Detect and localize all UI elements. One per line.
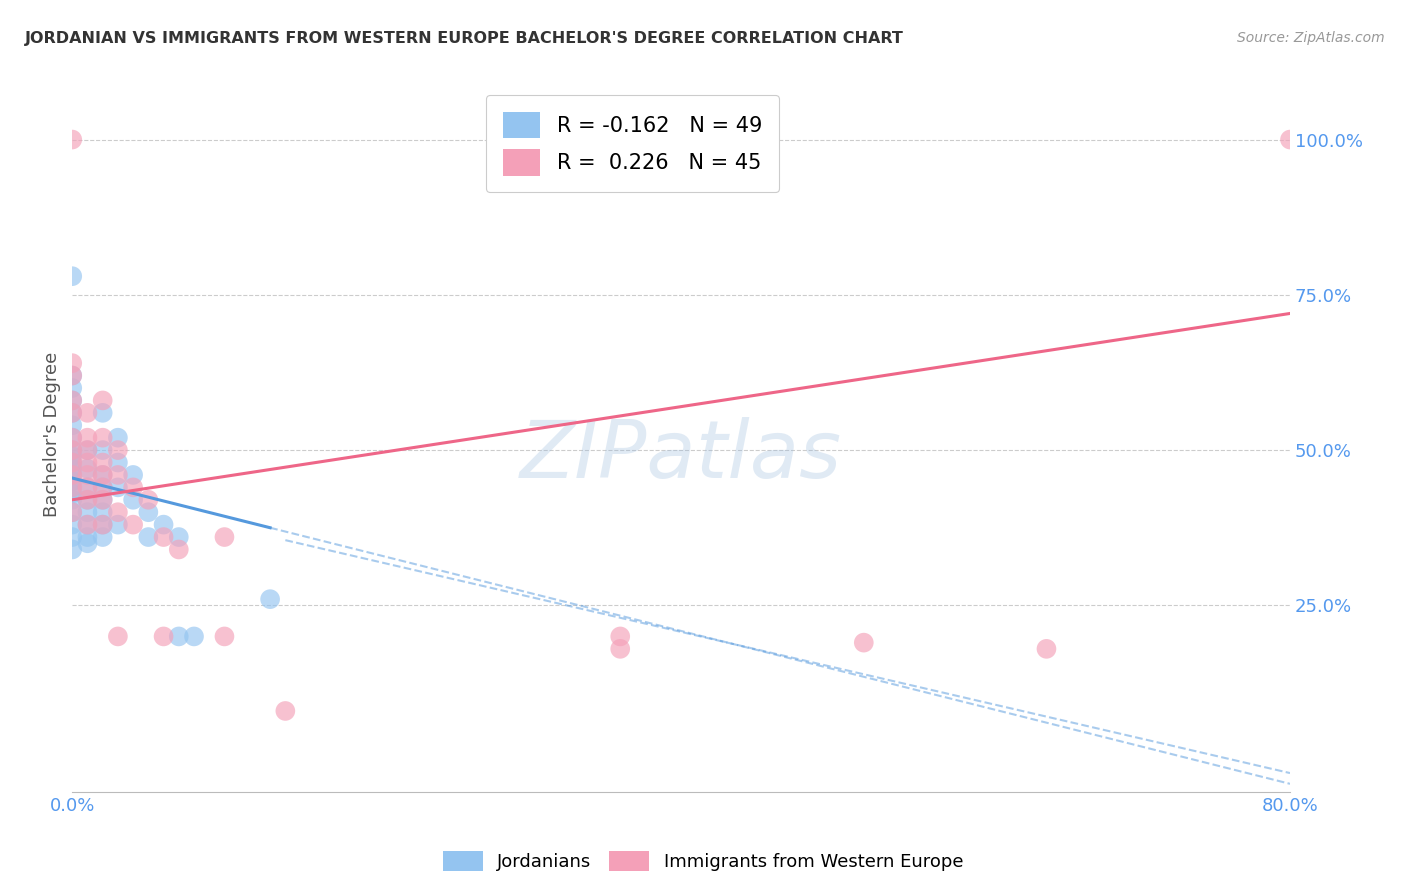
Point: [60, 467, 83, 482]
Point: [1035, 641, 1057, 656]
Point: [60, 418, 83, 433]
Point: [122, 480, 145, 494]
Point: [60, 368, 83, 383]
Point: [60, 480, 83, 494]
Point: [76, 492, 98, 507]
Point: [91, 406, 114, 420]
Point: [60, 431, 83, 445]
Point: [1279, 132, 1302, 146]
Point: [76, 467, 98, 482]
Point: [76, 406, 98, 420]
Point: [107, 467, 129, 482]
Point: [60, 461, 83, 475]
Legend: Jordanians, Immigrants from Western Europe: Jordanians, Immigrants from Western Euro…: [436, 844, 970, 879]
Point: [60, 456, 83, 470]
Point: [60, 542, 83, 557]
Point: [60, 132, 83, 146]
Point: [152, 530, 174, 544]
Point: [91, 431, 114, 445]
Point: [76, 505, 98, 519]
Point: [60, 517, 83, 532]
Point: [107, 431, 129, 445]
Point: [214, 629, 236, 643]
Point: [76, 480, 98, 494]
Point: [91, 467, 114, 482]
Point: [107, 480, 129, 494]
Point: [167, 530, 190, 544]
Point: [60, 505, 83, 519]
Point: [107, 456, 129, 470]
Point: [60, 486, 83, 500]
Text: ZIPatlas: ZIPatlas: [520, 417, 842, 495]
Point: [122, 517, 145, 532]
Point: [107, 443, 129, 458]
Point: [167, 629, 190, 643]
Point: [91, 517, 114, 532]
Point: [91, 480, 114, 494]
Point: [76, 443, 98, 458]
Point: [259, 592, 281, 607]
Text: JORDANIAN VS IMMIGRANTS FROM WESTERN EUROPE BACHELOR'S DEGREE CORRELATION CHART: JORDANIAN VS IMMIGRANTS FROM WESTERN EUR…: [25, 31, 904, 46]
Point: [60, 393, 83, 408]
Point: [852, 635, 875, 649]
Point: [91, 480, 114, 494]
Point: [60, 406, 83, 420]
Point: [152, 517, 174, 532]
Point: [76, 530, 98, 544]
Point: [76, 443, 98, 458]
Point: [167, 542, 190, 557]
Point: [60, 269, 83, 284]
Point: [138, 530, 160, 544]
Point: [76, 461, 98, 475]
Point: [91, 492, 114, 507]
Point: [60, 480, 83, 494]
Point: [609, 641, 631, 656]
Point: [60, 450, 83, 464]
Point: [122, 467, 145, 482]
Point: [76, 480, 98, 494]
Point: [60, 443, 83, 458]
Point: [91, 456, 114, 470]
Legend: R = -0.162   N = 49, R =  0.226   N = 45: R = -0.162 N = 49, R = 0.226 N = 45: [486, 95, 779, 193]
Point: [138, 505, 160, 519]
Point: [60, 381, 83, 395]
Point: [138, 492, 160, 507]
Point: [609, 629, 631, 643]
Point: [107, 505, 129, 519]
Point: [76, 492, 98, 507]
Point: [91, 530, 114, 544]
Point: [76, 536, 98, 550]
Point: [274, 704, 297, 718]
Point: [60, 474, 83, 488]
Point: [60, 431, 83, 445]
Point: [91, 443, 114, 458]
Y-axis label: Bachelor's Degree: Bachelor's Degree: [44, 352, 60, 517]
Point: [60, 492, 83, 507]
Point: [60, 406, 83, 420]
Point: [76, 431, 98, 445]
Point: [91, 492, 114, 507]
Point: [76, 456, 98, 470]
Point: [60, 393, 83, 408]
Point: [214, 530, 236, 544]
Point: [183, 629, 205, 643]
Point: [60, 530, 83, 544]
Point: [152, 629, 174, 643]
Point: [76, 517, 98, 532]
Text: Source: ZipAtlas.com: Source: ZipAtlas.com: [1237, 31, 1385, 45]
Point: [107, 517, 129, 532]
Point: [60, 356, 83, 370]
Point: [91, 517, 114, 532]
Point: [60, 505, 83, 519]
Point: [107, 629, 129, 643]
Point: [91, 467, 114, 482]
Point: [60, 456, 83, 470]
Point: [60, 443, 83, 458]
Point: [91, 393, 114, 408]
Point: [76, 517, 98, 532]
Point: [91, 505, 114, 519]
Point: [122, 492, 145, 507]
Point: [60, 467, 83, 482]
Point: [60, 368, 83, 383]
